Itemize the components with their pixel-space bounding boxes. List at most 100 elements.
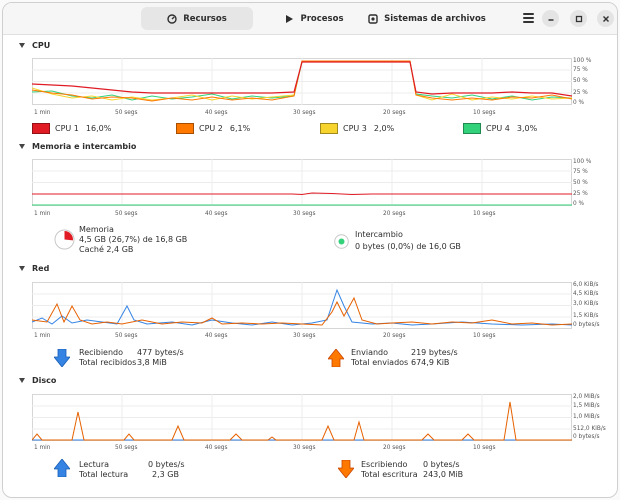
color-swatch[interactable] [176, 123, 194, 134]
x-axis-label: 50 segs [115, 333, 138, 339]
memory-pie-icon[interactable] [54, 229, 75, 250]
x-axis-label: 20 segs [383, 333, 406, 339]
section-title: Memoria e intercambio [32, 142, 137, 151]
y-axis-label: 0 % [573, 201, 585, 207]
x-axis-label: 1 min [34, 333, 51, 339]
swap-pie-icon[interactable] [334, 234, 349, 249]
x-axis-label: 40 segs [205, 211, 228, 217]
cpu-legend-cpu1[interactable]: CPU 1 16,0% [32, 123, 111, 134]
x-axis-label: 40 segs [205, 333, 228, 339]
tab-label: Recursos [183, 13, 227, 24]
swap-label: Intercambio [355, 230, 403, 239]
x-axis-label: 50 segs [115, 110, 138, 116]
close-icon[interactable] [597, 10, 614, 27]
x-axis-label: 20 segs [383, 110, 406, 116]
header-bar: Recursos Procesos Sistemas de archivos [3, 3, 617, 35]
send-arrow-icon[interactable] [327, 348, 345, 368]
read-value: 0 bytes/s [148, 460, 185, 469]
tab-label: Sistemas de archivos [384, 13, 486, 24]
disk-section-header[interactable]: Disco [19, 376, 56, 385]
tab-recursos[interactable]: Recursos [141, 7, 253, 30]
y-axis-label: 6,0 KiB/s [573, 282, 599, 288]
play-icon [284, 14, 294, 24]
cpu-section-header[interactable]: CPU [19, 41, 50, 50]
read-values: 0 bytes/s 2,3 GB [148, 460, 185, 480]
x-axis-label: 10 segs [473, 110, 496, 116]
network-section-header[interactable]: Red [19, 264, 49, 273]
y-axis-label: 2,0 MiB/s [573, 394, 600, 400]
y-axis-label: 50 % [573, 78, 588, 84]
send-info: Enviando Total enviados [351, 348, 408, 368]
section-title: Disco [32, 376, 57, 385]
cpu-legend-cpu2[interactable]: CPU 2 6,1% [176, 123, 250, 134]
cpu-legend-cpu3[interactable]: CPU 3 2,0% [320, 123, 394, 134]
y-axis-label: 25 % [573, 90, 588, 96]
y-axis-label: 0 % [573, 100, 585, 106]
x-axis-label: 1 min [34, 445, 51, 451]
chevron-down-icon [19, 266, 25, 271]
chevron-down-icon [19, 43, 25, 48]
cpu-value: 3,0% [516, 124, 538, 133]
x-axis-label: 40 segs [205, 445, 228, 451]
cpu-history-graph [32, 58, 572, 105]
swap-info: Intercambio 0 bytes (0,0%) de 16,0 GB [355, 229, 461, 253]
x-axis-label: 30 segs [293, 445, 316, 451]
chevron-down-icon [19, 144, 25, 149]
minimize-icon[interactable] [542, 10, 559, 27]
total-read-value: 2,3 GB [152, 470, 179, 479]
maximize-icon[interactable] [570, 10, 587, 27]
total-sent-value: 674,9 KiB [411, 358, 450, 367]
x-axis-label: 10 segs [473, 445, 496, 451]
memory-info: Memoria 4,5 GB (26,7%) de 16,8 GB Caché … [79, 225, 187, 255]
cpu-name: CPU 4 [486, 124, 510, 133]
total-received-label: Total recibidos [79, 358, 137, 367]
x-axis-label: 40 segs [205, 110, 228, 116]
tab-sistemas-de-archivos[interactable]: Sistemas de archivos [368, 7, 486, 30]
cpu-legend-cpu4[interactable]: CPU 4 3,0% [463, 123, 537, 134]
cpu-value: 16,0% [85, 124, 112, 133]
y-axis-label: 25 % [573, 191, 588, 197]
y-axis-label: 3,0 KiB/s [573, 301, 599, 307]
receive-arrow-icon[interactable] [53, 348, 71, 368]
receiving-value: 477 bytes/s [137, 348, 184, 357]
tab-label: Procesos [300, 13, 344, 24]
x-axis-label: 10 segs [473, 333, 496, 339]
cpu-name: CPU 2 [199, 124, 223, 133]
disk-icon [368, 13, 378, 24]
send-values: 219 bytes/s 674,9 KiB [411, 348, 458, 368]
total-write-value: 243,0 MiB [423, 470, 464, 479]
color-swatch[interactable] [32, 123, 50, 134]
memory-section-header[interactable]: Memoria e intercambio [19, 142, 136, 151]
y-axis-label: 100 % [573, 58, 592, 64]
write-values: 0 bytes/s 243,0 MiB [423, 460, 463, 480]
y-axis-label: 1,5 KiB/s [573, 313, 599, 319]
x-axis-label: 20 segs [383, 445, 406, 451]
disk-history-graph [32, 394, 572, 441]
y-axis-label: 100 % [573, 159, 592, 165]
cpu-name: CPU 3 [343, 124, 367, 133]
y-axis-label: 0 bytes/s [573, 434, 600, 440]
tab-procesos[interactable]: Procesos [275, 7, 353, 30]
y-axis-label: 512,0 KiB/s [573, 426, 606, 432]
section-title: Red [32, 264, 50, 273]
x-axis-label: 30 segs [293, 110, 316, 116]
x-axis-label: 1 min [34, 110, 51, 116]
cache-value: Caché 2,4 GB [79, 245, 134, 254]
memory-history-graph [32, 159, 572, 206]
read-label: Lectura [79, 460, 110, 469]
y-axis-label: 1,5 MiB/s [573, 403, 600, 409]
read-arrow-icon[interactable] [53, 458, 71, 478]
color-swatch[interactable] [320, 123, 338, 134]
write-arrow-icon[interactable] [337, 459, 355, 479]
hamburger-icon[interactable] [523, 13, 534, 24]
x-axis-label: 1 min [34, 211, 51, 217]
memory-label: Memoria [79, 225, 114, 234]
total-sent-label: Total enviados [351, 358, 409, 367]
total-read-label: Total lectura [79, 470, 129, 479]
y-axis-label: 4,5 KiB/s [573, 291, 599, 297]
y-axis-label: 50 % [573, 180, 588, 186]
total-received-value: 3,8 MiB [137, 358, 167, 367]
sending-value: 219 bytes/s [411, 348, 458, 357]
color-swatch[interactable] [463, 123, 481, 134]
